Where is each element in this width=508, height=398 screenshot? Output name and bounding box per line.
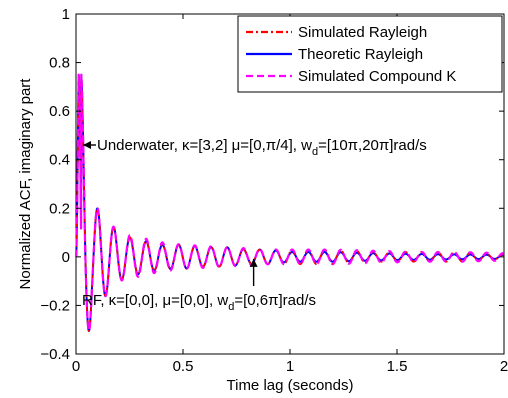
y-tick-label: 0.4 [49, 152, 70, 169]
annotation-text: =[0,6π]rad/s [234, 292, 316, 309]
y-tick-label: 1 [62, 6, 70, 23]
y-tick-label: −0.2 [40, 297, 70, 314]
annotation-subscript: d [312, 146, 318, 158]
legend-label: Simulated Rayleigh [298, 24, 427, 41]
annotation-text: Underwater, κ=[3,2] μ=[0,π/4], w [97, 137, 312, 154]
y-tick-label: −0.4 [40, 346, 70, 363]
annotation-arrow-head [83, 141, 91, 149]
x-tick-label: 0.5 [173, 358, 194, 375]
x-tick-label: 0 [72, 358, 80, 375]
annotation-text: RF, κ=[0,0], μ=[0,0], w [82, 292, 228, 309]
annotation-underwater: Underwater, κ=[3,2] μ=[0,π/4], wd=[10π,2… [97, 137, 427, 158]
legend: Simulated Rayleigh Theoretic Rayleigh Simu… [237, 15, 503, 93]
y-tick-label: 0.2 [49, 200, 70, 217]
axes-layer: 0 0.5 1 1.5 2 −0.4 −0.2 0 0.2 0.4 0.6 0.8 1 [40, 6, 508, 375]
y-tick-label: 0 [62, 249, 70, 266]
series-line-simulated-compound-k [74, 73, 505, 333]
legend-label: Theoretic Rayleigh [298, 46, 423, 63]
x-tick-label: 2 [500, 358, 508, 375]
x-tick-label: 1 [286, 358, 294, 375]
y-axis-label: Normalized ACF, imaginary part [17, 78, 34, 290]
legend-label: Simulated Compound K [298, 68, 456, 85]
series-layer [74, 73, 505, 333]
annotation-rf: RF, κ=[0,0], μ=[0,0], wd=[0,6π]rad/s [82, 292, 316, 313]
y-tick-label: 0.6 [49, 103, 70, 120]
annotation-text: =[10π,20π]rad/s [318, 137, 427, 154]
x-axis-label: Time lag (seconds) [227, 377, 354, 394]
annotations: Underwater, κ=[3,2] μ=[0,π/4], wd=[10π,2… [82, 137, 427, 313]
x-tick-label: 1.5 [387, 358, 408, 375]
annotation-arrow-head [249, 258, 258, 267]
annotation-subscript: d [228, 301, 234, 313]
y-tick-label: 0.8 [49, 55, 70, 72]
